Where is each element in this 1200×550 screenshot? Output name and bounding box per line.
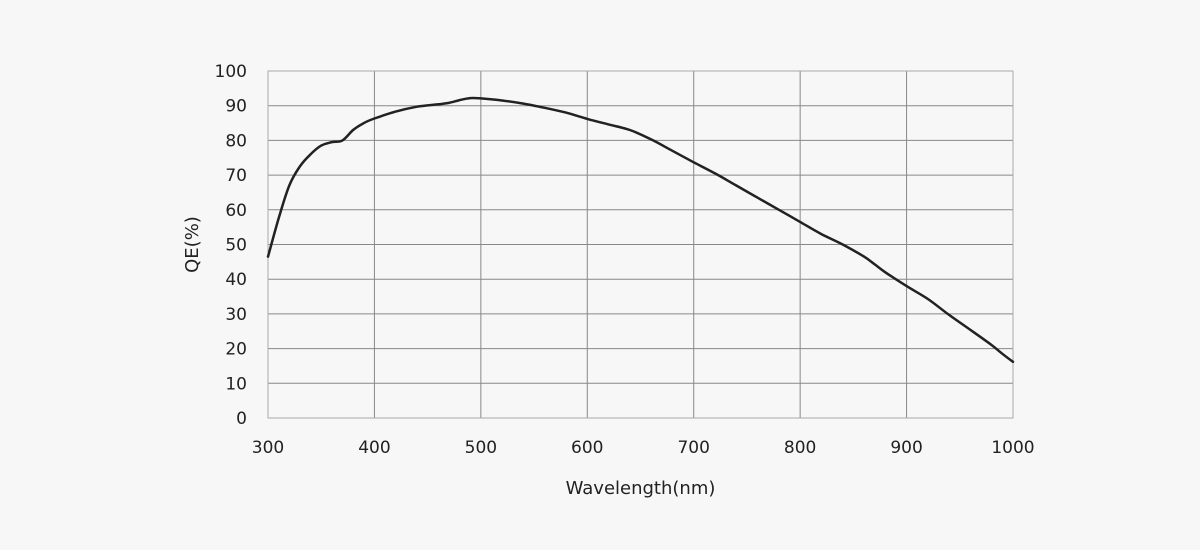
plot-area-frame bbox=[267, 70, 1014, 419]
y-tick-label: 30 bbox=[225, 305, 247, 325]
x-tick-label: 300 bbox=[252, 438, 284, 458]
y-tick-label: 20 bbox=[225, 340, 247, 360]
y-tick-label: 10 bbox=[225, 374, 247, 394]
y-tick-label: 40 bbox=[225, 270, 247, 290]
y-tick-label: 50 bbox=[225, 236, 247, 256]
x-tick-label: 1000 bbox=[991, 438, 1034, 458]
series-layer bbox=[266, 96, 1015, 364]
y-tick-label: 0 bbox=[236, 409, 247, 429]
x-tick-label: 900 bbox=[890, 438, 922, 458]
y-tick-label: 100 bbox=[215, 62, 247, 82]
x-tick-label: 600 bbox=[571, 438, 603, 458]
x-tick-label: 800 bbox=[784, 438, 816, 458]
y-axis-ticks: 0 10 20 30 40 50 60 70 80 90 100 bbox=[215, 62, 247, 429]
y-tick-label: 90 bbox=[225, 97, 247, 117]
x-axis-ticks: 300 400 500 600 700 800 900 1000 bbox=[252, 438, 1035, 458]
x-tick-label: 400 bbox=[358, 438, 390, 458]
x-tick-label: 700 bbox=[677, 438, 709, 458]
x-axis-title: Wavelength(nm) bbox=[566, 478, 716, 499]
y-tick-label: 60 bbox=[225, 201, 247, 221]
y-tick-label: 70 bbox=[225, 166, 247, 186]
x-tick-label: 500 bbox=[465, 438, 497, 458]
y-tick-label: 80 bbox=[225, 131, 247, 151]
grid-lines bbox=[267, 70, 1014, 419]
qe-curve-line bbox=[266, 96, 1015, 364]
y-axis-title: QE(%) bbox=[182, 216, 203, 273]
